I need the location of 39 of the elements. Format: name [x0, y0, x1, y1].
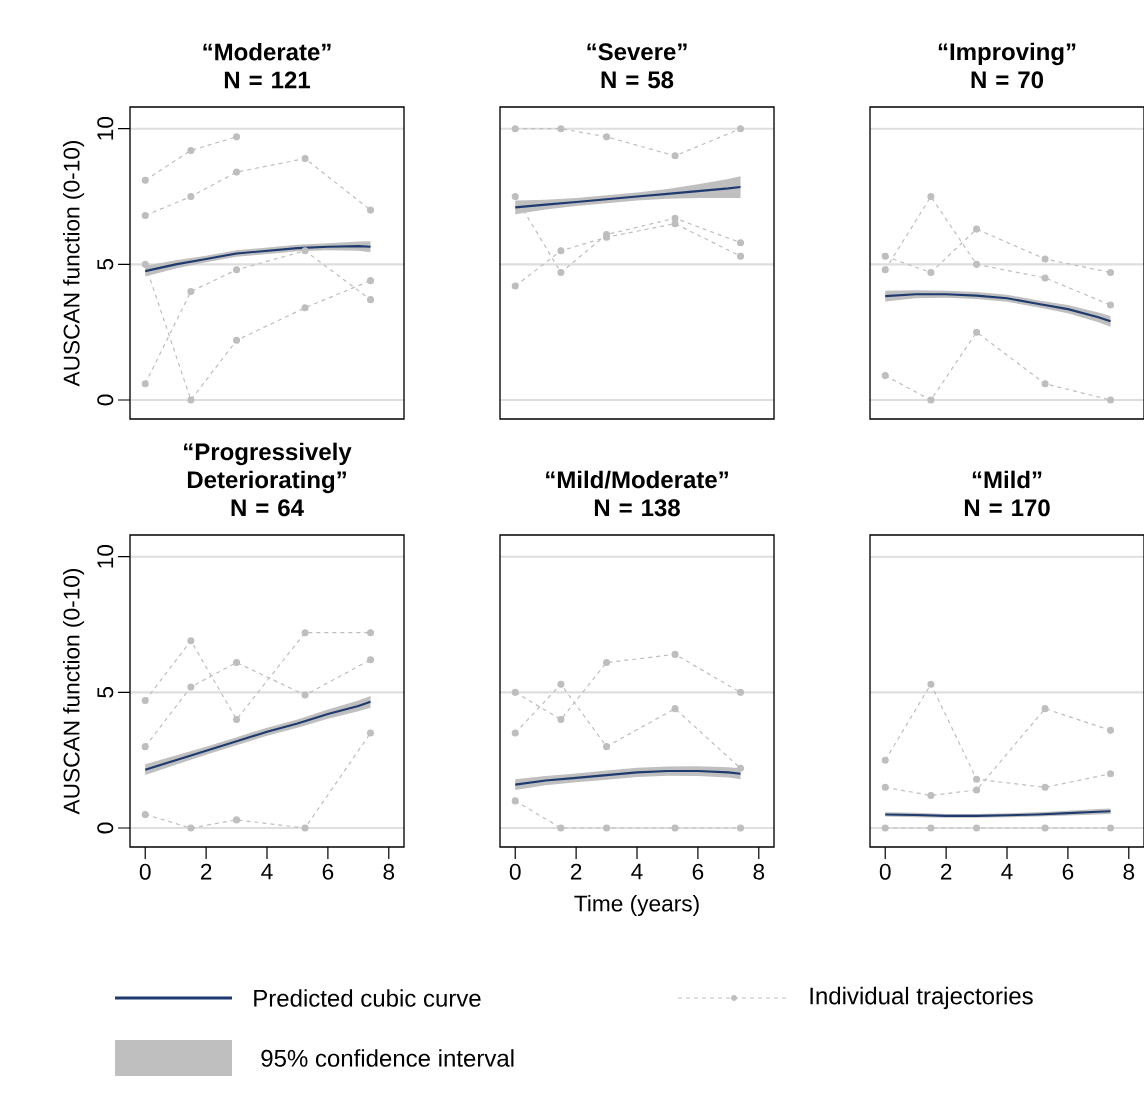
chart-subtitle: N = 64: [231, 499, 304, 517]
x-tick-label: 0: [879, 863, 891, 880]
x-tick-label: 0: [139, 863, 151, 880]
chart-title: “Moderate”: [203, 42, 331, 61]
x-tick-label: 8: [1123, 863, 1135, 880]
legend-label: Individual trajectories: [810, 986, 1033, 1010]
legend-label: Predicted cubic curve: [254, 989, 481, 1007]
chart-subtitle: N = 121: [224, 71, 311, 89]
x-tick-label: 6: [1062, 863, 1074, 880]
x-tick-label: 8: [383, 863, 395, 880]
x-tick-label: 6: [692, 863, 704, 880]
x-tick-label: 2: [200, 863, 212, 880]
y-tick-label: 10: [97, 116, 114, 140]
chart-subtitle: N = 138: [594, 499, 680, 517]
y-tick-label: 0: [97, 822, 114, 834]
y-tick-label: 5: [97, 259, 114, 270]
x-axis-title: Time (years): [574, 894, 699, 917]
x-tick-label: 2: [940, 863, 952, 880]
chart-title: “Mild”: [972, 470, 1042, 489]
chart-title: “Improving”: [938, 42, 1076, 66]
chart-subtitle: N = 58: [601, 71, 674, 89]
x-tick-label: 2: [570, 863, 582, 880]
text: 95% confidence interval: [261, 1049, 514, 1067]
y-tick-label: 0: [97, 394, 114, 406]
x-tick-label: 0: [509, 863, 521, 880]
y-axis-title: AUSCAN function (0-10): [62, 141, 85, 387]
y-tick-label: 10: [97, 544, 114, 568]
y-tick-label: 5: [97, 687, 114, 698]
chart-title: “Severe”: [587, 43, 687, 61]
x-tick-label: 4: [1001, 863, 1013, 880]
chart-title: “Mild/Moderate”: [546, 470, 728, 489]
x-tick-label: 6: [322, 863, 334, 880]
x-tick-label: 8: [753, 863, 765, 880]
x-tick-label: 4: [631, 863, 643, 880]
chart-title: “Progressively Deteriorating”: [184, 442, 352, 494]
x-tick-label: 4: [261, 863, 273, 880]
chart-subtitle: N = 170: [964, 499, 1050, 517]
y-axis-title: AUSCAN function (0-10): [62, 569, 85, 815]
chart-subtitle: N = 70: [971, 71, 1044, 89]
